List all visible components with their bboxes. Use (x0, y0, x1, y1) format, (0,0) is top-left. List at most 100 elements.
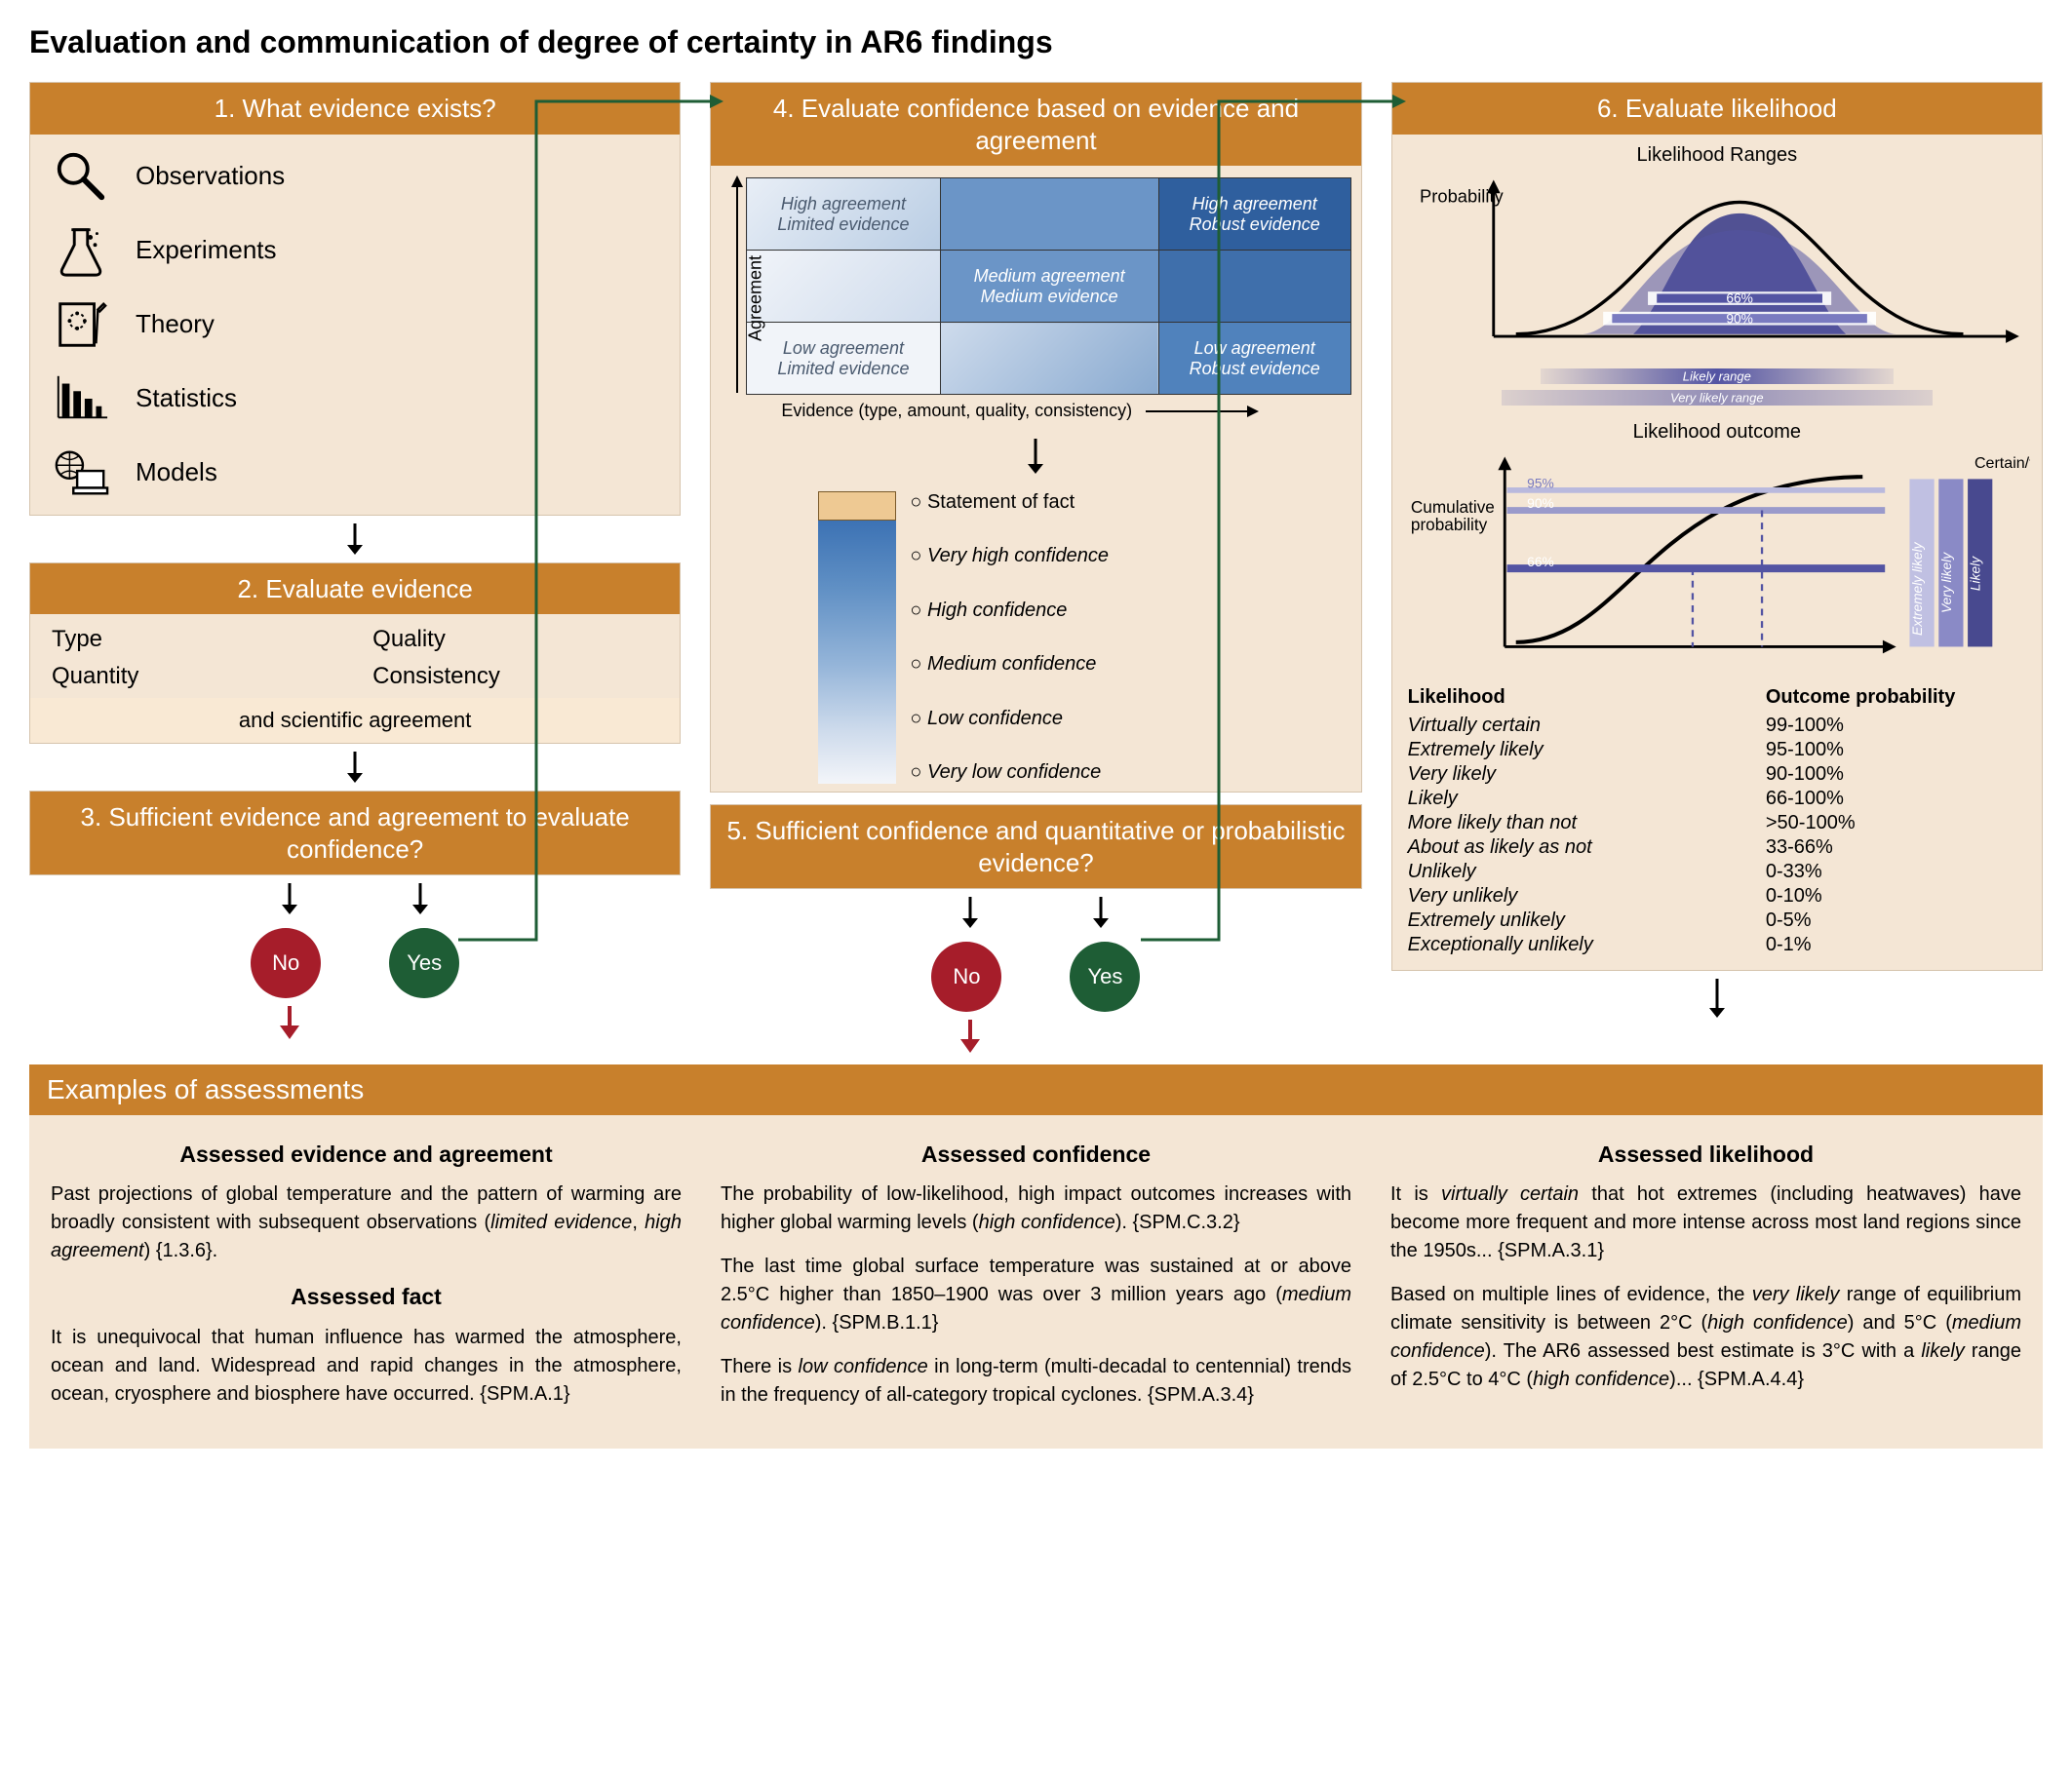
yes-circle: Yes (389, 928, 459, 998)
table-row: 0-33% (1766, 861, 2026, 883)
svg-text:Certain/fact: Certain/fact (1974, 454, 2030, 472)
example-text: Past projections of global temperature a… (51, 1180, 682, 1265)
arrow-down-icon (343, 750, 367, 785)
table-row: Likely (1408, 788, 1746, 810)
example-heading: Assessed likelihood (1390, 1139, 2021, 1171)
panel-5: 5. Sufficient confidence and quantitativ… (710, 804, 1361, 889)
criteria-quality: Quality (372, 626, 658, 653)
panel-2-header: 2. Evaluate evidence (30, 563, 680, 615)
x-axis-label: Evidence (type, amount, quality, consist… (781, 401, 1132, 421)
svg-text:95%: 95% (1527, 477, 1554, 491)
decision-1: No Yes (29, 928, 681, 998)
example-heading: Assessed evidence and agreement (51, 1139, 682, 1171)
examples-header: Examples of assessments (29, 1064, 2043, 1115)
table-row: Extremely likely (1408, 739, 1746, 761)
table-row: Exceptionally unlikely (1408, 934, 1746, 956)
arrow-down-icon (343, 522, 367, 557)
table-row: >50-100% (1766, 812, 2026, 834)
example-text: The probability of low-likelihood, high … (721, 1180, 1351, 1237)
scale-very-high: Very high confidence (910, 545, 1109, 567)
column-2: 4. Evaluate confidence based on evidence… (710, 82, 1361, 1059)
arrow-down-red-icon (278, 1004, 301, 1039)
svg-text:90%: 90% (1726, 311, 1753, 326)
table-row: Very unlikely (1408, 885, 1746, 908)
matrix-cell: Low agreementLimited evidence (747, 323, 940, 395)
example-text: It is virtually certain that hot extreme… (1390, 1180, 2021, 1265)
evidence-label: Models (136, 457, 217, 487)
scale-fact: Statement of fact (910, 491, 1109, 514)
evidence-label: Experiments (136, 235, 277, 265)
column-1: 1. What evidence exists? Observations Ex… (29, 82, 681, 1045)
x-axis-arrow-icon (1144, 405, 1261, 418)
table-row: About as likely as not (1408, 836, 1746, 859)
evidence-models: Models (50, 445, 660, 501)
evidence-experiments: Experiments (50, 222, 660, 279)
evidence-label: Observations (136, 161, 285, 191)
example-heading: Assessed fact (51, 1281, 682, 1313)
example-text: The last time global surface temperature… (721, 1253, 1351, 1337)
table-row: 33-66% (1766, 836, 2026, 859)
table-row: 0-1% (1766, 934, 2026, 956)
arrow-down-icon (1024, 437, 1047, 476)
evidence-theory: Theory (50, 296, 660, 353)
svg-text:Extremely likely: Extremely likely (1910, 542, 1925, 637)
example-text: Based on multiple lines of evidence, the… (1390, 1281, 2021, 1394)
very-likely-range-bar: Very likely range (1502, 390, 1933, 406)
table-header-likelihood: Likelihood (1408, 686, 1746, 709)
likelihood-ranges-chart: Probability 66% 90% (1404, 169, 2030, 359)
arrow-down-icon (958, 895, 982, 930)
arrow-down-icon (1705, 977, 1729, 1020)
panel-3-header: 3. Sufficient evidence and agreement to … (30, 792, 680, 874)
likelihood-outcome-chart: Cumulativeprobability Certain/fact 95% 9… (1404, 445, 2030, 669)
flask-icon (50, 222, 112, 279)
y-axis-label: Agreement (746, 255, 766, 341)
scale-low: Low confidence (910, 708, 1109, 730)
panel-1-header: 1. What evidence exists? (30, 83, 680, 135)
chart-1-title: Likelihood Ranges (1404, 144, 2030, 167)
panel-4: 4. Evaluate confidence based on evidence… (710, 82, 1361, 793)
bar-chart-icon (50, 370, 112, 427)
table-header-probability: Outcome probability (1766, 686, 2026, 709)
arrow-down-icon (1089, 895, 1113, 930)
y-axis-arrow-icon (730, 174, 744, 398)
matrix-cell: High agreementLimited evidence (747, 178, 940, 251)
table-row: 95-100% (1766, 739, 2026, 761)
confidence-scale: Statement of fact Very high confidence H… (711, 482, 1360, 792)
scale-very-low: Very low confidence (910, 761, 1109, 784)
panel-6: 6. Evaluate likelihood Likelihood Ranges… (1391, 82, 2043, 971)
evidence-observations: Observations (50, 148, 660, 205)
criteria-consistency: Consistency (372, 663, 658, 690)
table-row: Unlikely (1408, 861, 1746, 883)
evidence-label: Statistics (136, 383, 237, 413)
spacer (409, 1004, 432, 1039)
panel-6-header: 6. Evaluate likelihood (1392, 83, 2042, 135)
table-row: Very likely (1408, 763, 1746, 786)
evidence-statistics: Statistics (50, 370, 660, 427)
table-row: 90-100% (1766, 763, 2026, 786)
chart-2-title: Likelihood outcome (1404, 421, 2030, 444)
computer-globe-icon (50, 445, 112, 501)
no-circle: No (251, 928, 321, 998)
table-row: 0-10% (1766, 885, 2026, 908)
yes-circle: Yes (1070, 942, 1140, 1012)
example-text: It is unequivocal that human influence h… (51, 1324, 682, 1409)
example-col-1: Assessed evidence and agreement Past pro… (51, 1131, 682, 1425)
examples-body: Assessed evidence and agreement Past pro… (29, 1115, 2043, 1449)
table-row: 66-100% (1766, 788, 2026, 810)
criteria-quantity: Quantity (52, 663, 337, 690)
scale-high: High confidence (910, 600, 1109, 622)
svg-text:Very likely: Very likely (1939, 552, 1954, 613)
table-row: 99-100% (1766, 715, 2026, 737)
arrow-down-icon (409, 881, 432, 916)
panel-1: 1. What evidence exists? Observations Ex… (29, 82, 681, 516)
table-row: Virtually certain (1408, 715, 1746, 737)
decision-2: No Yes (710, 942, 1361, 1012)
matrix-cell: High agreementRobust evidence (1158, 178, 1350, 251)
example-heading: Assessed confidence (721, 1139, 1351, 1171)
example-col-3: Assessed likelihood It is virtually cert… (1390, 1131, 2021, 1425)
columns-container: 1. What evidence exists? Observations Ex… (29, 82, 2043, 1059)
criteria-type: Type (52, 626, 337, 653)
svg-text:66%: 66% (1527, 555, 1554, 569)
likely-range-bar: Likely range (1541, 368, 1894, 384)
matrix-cell: Low agreementRobust evidence (1158, 323, 1350, 395)
